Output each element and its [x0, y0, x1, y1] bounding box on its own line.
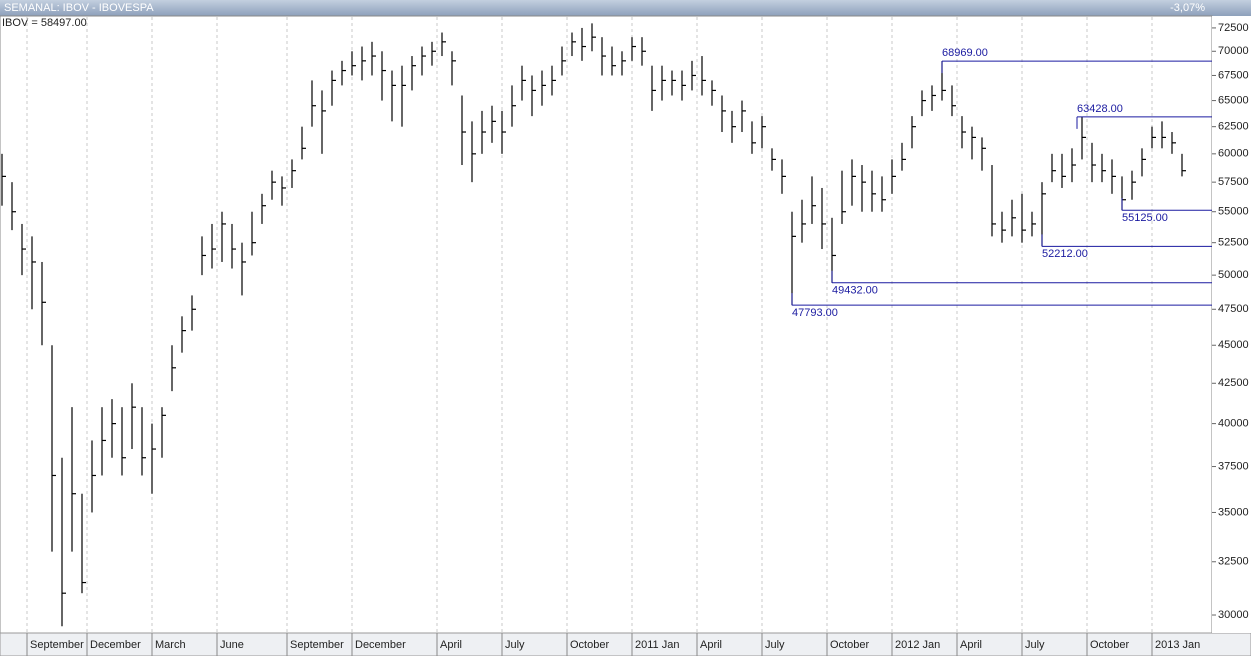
y-tick-label: 42500	[1218, 377, 1249, 389]
x-tick-label: April	[440, 639, 462, 651]
y-tick-label: 72500	[1218, 22, 1249, 34]
y-tick-label: 47500	[1218, 303, 1249, 315]
x-tick-label: 2011 Jan	[635, 639, 679, 651]
x-tick-label: December	[355, 639, 406, 651]
plot-area	[0, 15, 1213, 634]
y-tick-label: 40000	[1218, 418, 1249, 430]
level-label: 68969.00	[942, 47, 988, 59]
level-label: 52212.00	[1042, 248, 1088, 260]
legend-label: IBOV = 58497.00	[2, 17, 87, 29]
x-tick-label: October	[830, 639, 869, 651]
y-tick-label: 35000	[1218, 506, 1249, 518]
title-bar	[0, 0, 1251, 16]
x-tick-label: March	[155, 639, 186, 651]
level-label: 47793.00	[792, 307, 838, 319]
y-tick-label: 70000	[1218, 45, 1249, 57]
x-tick-label: July	[1025, 639, 1045, 651]
x-tick-label: July	[505, 639, 525, 651]
y-tick-label: 52500	[1218, 237, 1249, 249]
x-tick-label: 2012 Jan	[895, 639, 940, 651]
y-tick-label: 32500	[1218, 556, 1249, 568]
x-tick-label: June	[220, 639, 244, 651]
y-tick-label: 62500	[1218, 121, 1249, 133]
x-tick-label: December	[90, 639, 141, 651]
x-tick-label: April	[700, 639, 722, 651]
y-tick-label: 50000	[1218, 269, 1249, 281]
x-tick-label: October	[570, 639, 609, 651]
y-axis-area	[1212, 16, 1251, 633]
x-tick-label: July	[765, 639, 785, 651]
y-tick-label: 55000	[1218, 206, 1249, 218]
y-tick-label: 30000	[1218, 609, 1249, 621]
x-tick-label: September	[30, 639, 84, 651]
x-tick-label: September	[290, 639, 344, 651]
x-tick-label: April	[960, 639, 982, 651]
x-tick-label: October	[1090, 639, 1129, 651]
y-tick-label: 67500	[1218, 69, 1249, 81]
change: -3,07%	[1170, 2, 1205, 14]
x-axis-bar	[0, 632, 1251, 656]
y-tick-label: 65000	[1218, 94, 1249, 106]
y-tick-label: 60000	[1218, 148, 1249, 160]
level-label: 49432.00	[832, 285, 878, 297]
y-tick-label: 37500	[1218, 460, 1249, 472]
level-label: 63428.00	[1077, 103, 1123, 115]
level-label: 55125.00	[1122, 212, 1168, 224]
y-tick-label: 57500	[1218, 176, 1249, 188]
y-tick-label: 45000	[1218, 339, 1249, 351]
chart-title: SEMANAL: IBOV - IBOVESPA	[4, 2, 154, 14]
x-tick-label: 2013 Jan	[1155, 639, 1200, 651]
